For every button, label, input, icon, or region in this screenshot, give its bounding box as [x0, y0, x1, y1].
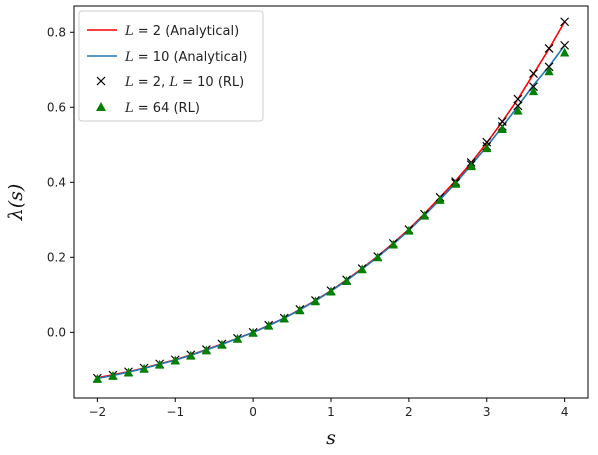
- data-point-triangle: [466, 161, 476, 171]
- y-axis: 0.0 0.2 0.4 0.6 0.8: [47, 25, 74, 339]
- legend-label-l2-l10-rl: L = 2, L = 10 (RL): [124, 75, 244, 90]
- data-point-triangle: [528, 86, 539, 96]
- data-point-triangle: [482, 143, 492, 153]
- data-point-triangle: [544, 66, 554, 76]
- legend-swatch-l64-triangle: [96, 102, 106, 111]
- data-point-triangle: [279, 313, 289, 323]
- data-point-triangle: [264, 320, 274, 330]
- x-tick-label: −2: [89, 405, 107, 419]
- data-point-triangle: [435, 195, 445, 204]
- data-point-triangle: [170, 355, 180, 365]
- data-point-triangle: [497, 124, 507, 134]
- data-point-triangle: [404, 225, 414, 235]
- x-tick-label: −1: [166, 405, 184, 419]
- legend: L = 2 (Analytical) L = 10 (Analytical) L…: [78, 10, 264, 122]
- y-tick-label: 0.2: [47, 250, 66, 264]
- y-axis-label: λ(s): [5, 184, 27, 222]
- data-point-triangle: [201, 345, 211, 355]
- data-point-triangle: [373, 252, 383, 262]
- legend-label-l2-analytical: L = 2 (Analytical): [124, 24, 239, 39]
- data-point-triangle: [217, 339, 227, 349]
- data-point-triangle: [108, 371, 118, 380]
- data-point-triangle: [139, 363, 149, 373]
- data-point-cross: [513, 94, 523, 104]
- data-point-triangle: [451, 178, 461, 188]
- y-tick-label: 0.6: [47, 100, 66, 114]
- x-tick-label: 1: [327, 405, 335, 419]
- data-point-triangle: [186, 350, 196, 360]
- data-point-cross: [560, 17, 570, 27]
- data-point-triangle: [326, 286, 336, 296]
- data-point-cross: [482, 137, 492, 147]
- x-tick-label: 0: [249, 405, 257, 419]
- x-axis: −2 −1 0 1 2 3 4: [89, 398, 569, 419]
- data-point-cross: [513, 101, 523, 111]
- data-point-triangle: [248, 327, 258, 337]
- data-point-triangle: [232, 333, 243, 343]
- x-tick-label: 4: [561, 405, 569, 419]
- y-tick-label: 0.0: [47, 325, 66, 339]
- legend-swatch-rl-cross: [96, 76, 106, 86]
- data-point-triangle: [513, 105, 523, 115]
- data-point-triangle: [92, 374, 102, 383]
- legend-box: [78, 10, 264, 122]
- y-tick-label: 0.8: [47, 25, 66, 39]
- x-tick-label: 2: [405, 405, 413, 419]
- data-point-triangle: [123, 367, 134, 377]
- x-axis-label: s: [326, 427, 336, 449]
- data-point-triangle: [341, 276, 352, 285]
- legend-label-l64-rl: L = 64 (RL): [124, 101, 200, 116]
- data-point-cross: [544, 43, 554, 53]
- data-point-triangle: [155, 359, 165, 369]
- x-tick-label: 3: [483, 405, 491, 419]
- series-layer: [92, 17, 570, 383]
- data-point-cross: [529, 69, 538, 78]
- data-point-triangle: [295, 305, 305, 315]
- y-tick-label: 0.4: [47, 175, 66, 189]
- legend-label-l10-analytical: L = 10 (Analytical): [124, 50, 247, 65]
- data-point-triangle: [388, 239, 398, 249]
- data-point-triangle: [310, 296, 321, 306]
- data-point-triangle: [560, 47, 570, 57]
- data-point-cross: [560, 40, 570, 50]
- data-point-triangle: [419, 210, 430, 220]
- data-point-triangle: [357, 264, 367, 274]
